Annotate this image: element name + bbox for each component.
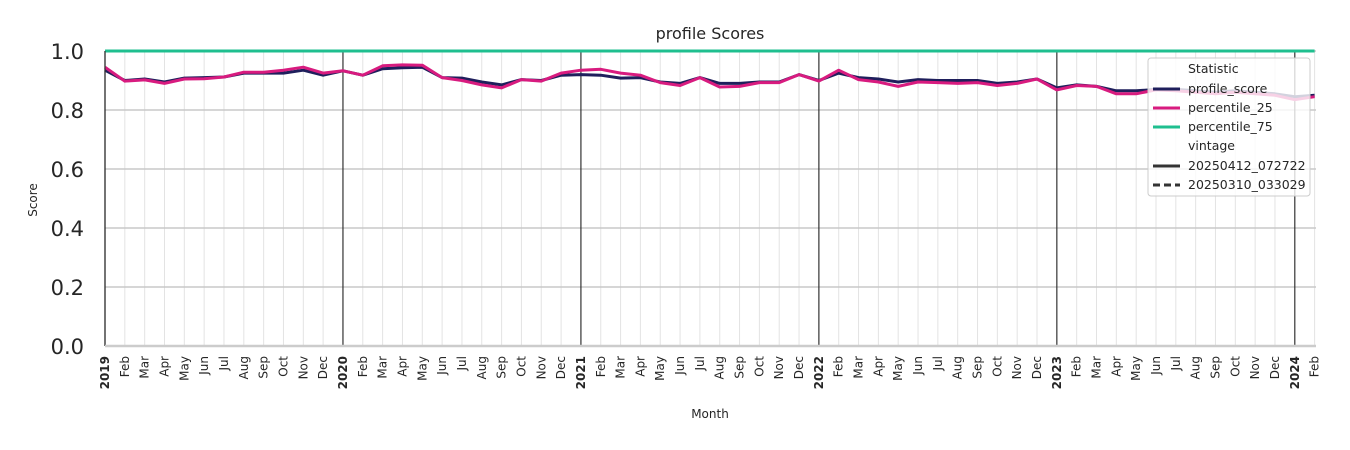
y-tick-label: 0.8 [51, 99, 84, 123]
legend-title-statistic: Statistic [1188, 61, 1239, 76]
x-tick-label: Mar [852, 356, 866, 379]
x-tick-label: Apr [1109, 356, 1123, 377]
y-axis-label: Score [26, 183, 40, 217]
x-tick-label: 2019 [98, 356, 112, 389]
series-lines [104, 49, 1315, 102]
x-tick-label: Aug [713, 356, 727, 379]
x-tick-label: May [177, 356, 191, 381]
y-tick-label: 0.0 [51, 335, 84, 359]
y-tick-labels: 0.0 0.2 0.4 0.6 0.8 1.0 [51, 40, 84, 359]
x-tick-label: Sep [971, 356, 985, 379]
x-tick-label: Nov [772, 356, 786, 379]
x-tick-label: Sep [257, 356, 271, 379]
x-tick-label: Jul [217, 356, 231, 371]
x-tick-label: Apr [395, 356, 409, 377]
x-tick-label: Feb [832, 356, 846, 377]
x-tick-label: Jun [435, 356, 449, 376]
x-tick-label: Nov [534, 356, 548, 379]
x-tick-label: Sep [495, 356, 509, 379]
x-tick-label: Nov [296, 356, 310, 379]
x-tick-label: Feb [356, 356, 370, 377]
x-tick-label: Dec [1268, 356, 1282, 379]
series-profile-score [104, 65, 1315, 99]
x-tick-label: Jun [911, 356, 925, 376]
x-tick-label: 2021 [574, 356, 588, 389]
x-tick-label: Jun [1149, 356, 1163, 376]
x-tick-label: Feb [1308, 356, 1322, 377]
x-tick-label: Jul [455, 356, 469, 371]
x-tick-label: May [1129, 356, 1143, 381]
x-tick-label: Mar [138, 356, 152, 379]
legend-box [1147, 57, 1311, 197]
x-tick-label: Jul [693, 356, 707, 371]
y-tick-label: 0.4 [51, 217, 84, 241]
legend-item-percentile-75: percentile_75 [1188, 119, 1273, 134]
year-separator-lines [104, 51, 1296, 346]
y-tick-label: 0.6 [51, 158, 84, 182]
x-tick-label: Dec [554, 356, 568, 379]
legend-item-vintage-2: 20250310_033029 [1188, 177, 1306, 192]
minor-gridlines [124, 51, 1316, 346]
x-tick-label: Apr [157, 356, 171, 377]
y-tick-label: 1.0 [51, 40, 84, 64]
x-tick-label: Oct [1228, 356, 1242, 377]
axes [104, 51, 1316, 348]
y-tick-label: 0.2 [51, 276, 84, 300]
x-tick-label: Mar [1090, 356, 1104, 379]
x-tick-label: Oct [276, 356, 290, 377]
x-tick-label: Jul [931, 356, 945, 371]
legend-title-vintage: vintage [1188, 138, 1235, 153]
legend-item-profile-score: profile_score [1188, 81, 1268, 96]
x-tick-label: Aug [951, 356, 965, 379]
x-tick-label: Aug [1189, 356, 1203, 379]
x-tick-label: Mar [376, 356, 390, 379]
series-percentile-25 [104, 63, 1315, 102]
x-tick-label: Sep [1208, 356, 1222, 379]
x-tick-label: Jul [1169, 356, 1183, 371]
x-tick-label: 2024 [1288, 356, 1302, 389]
x-tick-label: Oct [990, 356, 1004, 377]
x-tick-label: Nov [1010, 356, 1024, 379]
x-tick-label: May [891, 356, 905, 381]
x-tick-label: May [653, 356, 667, 381]
x-tick-label: Dec [1030, 356, 1044, 379]
x-tick-label: Oct [514, 356, 528, 377]
x-tick-label: Dec [316, 356, 330, 379]
x-tick-label: Jun [673, 356, 687, 376]
legend: Statistic profile_score percentile_25 pe… [1147, 57, 1311, 197]
legend-item-vintage-1: 20250412_072722 [1188, 158, 1306, 173]
chart-title: profile Scores [656, 24, 765, 43]
x-tick-labels: 2019 Feb Mar Apr May Jun Jul Aug Sep Oct Nov Dec 202… [98, 356, 1322, 390]
x-tick-label: Sep [733, 356, 747, 379]
x-tick-label: Dec [792, 356, 806, 379]
x-tick-label: Oct [752, 356, 766, 377]
x-tick-label: Mar [614, 356, 628, 379]
x-tick-label: Feb [1070, 356, 1084, 377]
x-tick-label: Feb [118, 356, 132, 377]
x-tick-label: Jun [197, 356, 211, 376]
x-tick-label: 2020 [336, 356, 350, 389]
x-tick-label: Nov [1248, 356, 1262, 379]
x-axis-label: Month [691, 407, 729, 421]
x-tick-label: Aug [475, 356, 489, 379]
x-tick-label: Apr [871, 356, 885, 377]
legend-item-percentile-25: percentile_25 [1188, 100, 1273, 115]
x-tick-label: Aug [237, 356, 251, 379]
x-tick-label: 2023 [1050, 356, 1064, 389]
x-tick-label: May [415, 356, 429, 381]
x-tick-label: 2022 [812, 356, 826, 389]
x-tick-label: Apr [633, 356, 647, 377]
x-tick-label: Feb [594, 356, 608, 377]
